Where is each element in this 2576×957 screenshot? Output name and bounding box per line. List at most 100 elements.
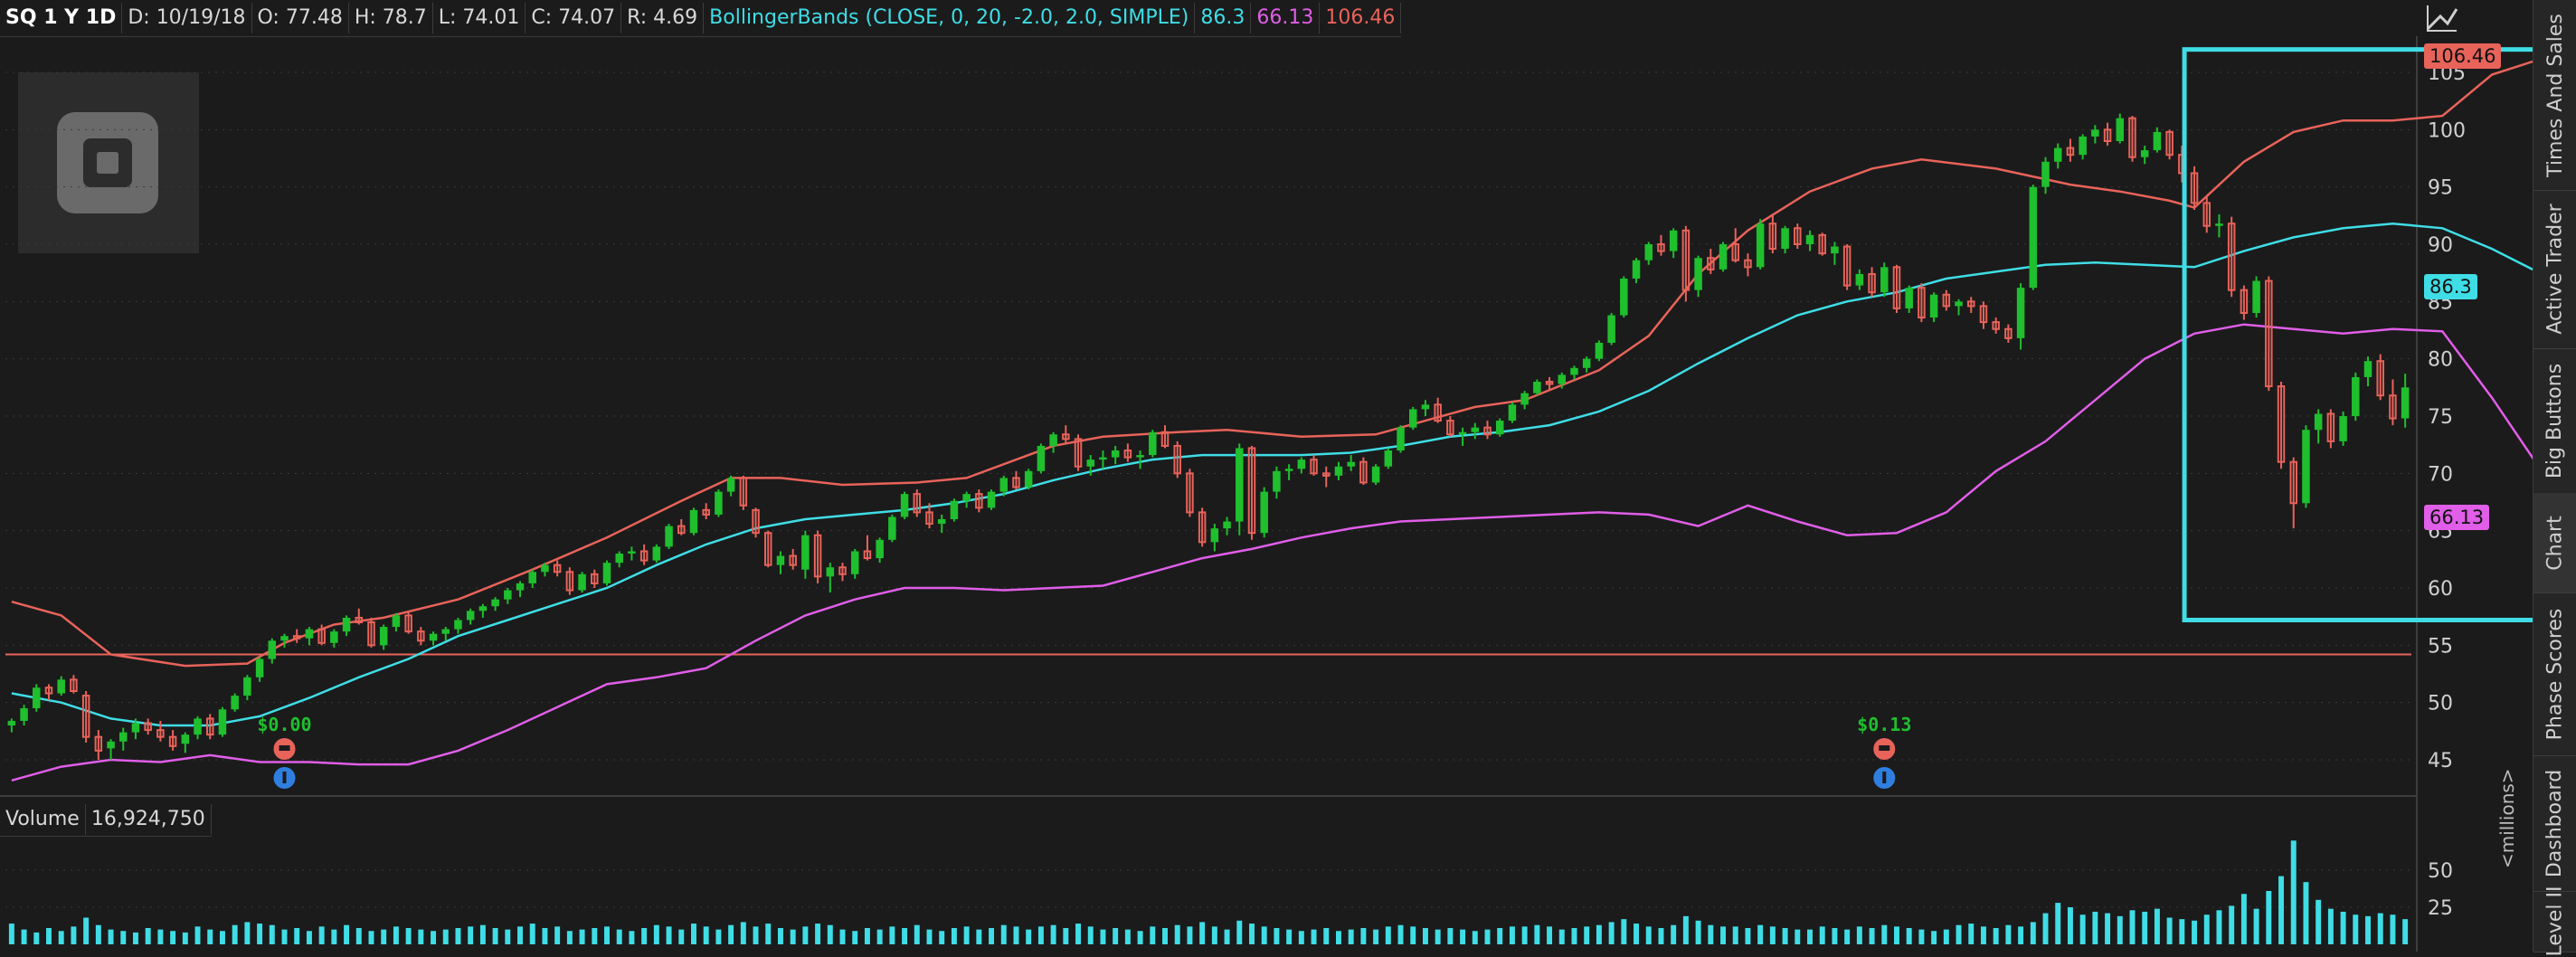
volume-bar [1906,927,1912,944]
volume-bar [219,931,225,944]
volume-bar [1671,924,1677,944]
candle-body [491,599,499,607]
study-label[interactable]: BollingerBands (CLOSE, 0, 20, -2.0, 2.0,… [704,3,1196,33]
candle-body [478,606,488,611]
candle-body [2066,147,2075,156]
tab-phase-scores[interactable]: Phase Scores [2533,592,2576,756]
volume-bar [666,926,672,944]
candle-body [94,735,103,752]
volume-bar [876,929,883,944]
chart-header: SQ 1 Y 1D D: 10/19/18 O: 77.48 H: 78.7 L… [0,0,1402,37]
price-tick-label: 70 [2428,463,2453,486]
volume-bar [1856,926,1862,944]
candle-body [144,722,152,732]
candle-body [1260,491,1268,534]
candle-body [639,550,649,562]
volume-bar [1807,929,1813,944]
candle-body [330,631,338,643]
candle-body [813,534,822,578]
volume-bar [678,929,685,944]
volume-bar [641,927,648,944]
candle-body [565,571,574,592]
volume-bar [926,929,933,944]
volume-bar [1695,920,1701,944]
candle-body [205,717,214,736]
candle-body [2165,130,2174,156]
volume-bar [2117,915,2123,944]
high-readout: H: 78.7 [349,3,433,33]
candle-body [2128,117,2136,158]
candle-body [1842,245,1852,287]
candle-body [2140,150,2149,157]
volume-bar [1063,927,1069,944]
dividend-icon-glyph [1882,772,1887,783]
candle-body [1223,521,1231,529]
tab-level-ii[interactable]: Level II [2533,886,2576,957]
candle-body [379,627,388,646]
tab-chart[interactable]: Chart [2533,493,2576,593]
volume-bar [889,926,895,944]
volume-header: Volume 16,924,750 [0,803,212,837]
candle-body [131,723,140,733]
candle-body [677,525,686,535]
candle-body [950,500,959,519]
candle-body [1024,470,1033,488]
candle-body [1297,460,1306,469]
volume-bar [33,932,40,944]
volume-bar [715,929,722,944]
price-tick-label: 100 [2428,119,2466,142]
volume-bar [2105,913,2111,944]
volume-bar [1980,926,1986,944]
symbol-label[interactable]: SQ 1 Y 1D [0,3,123,33]
volume-bar [2390,914,2396,944]
volume-tick-label: 25 [2428,897,2453,920]
candle-body [1173,444,1181,475]
volume-bar [1435,929,1441,944]
candle-body [2376,360,2384,397]
candle-body [652,546,661,561]
candle-body [925,511,933,526]
candle-body [2363,361,2372,377]
volume-bar [2290,840,2297,944]
candle-body [20,708,28,721]
highlight-box [2182,47,2533,622]
volume-bar [2327,908,2334,944]
candle-body [2277,385,2286,463]
volume-bar [1298,931,1304,944]
candle-body [1644,244,1653,261]
candle-body [2352,376,2360,416]
expand-chart-icon[interactable] [2424,2,2460,34]
tab-active-trader[interactable]: Active Trader [2533,190,2576,349]
volume-bar [1050,924,1056,944]
volume-bar [1547,926,1553,944]
candle-body [578,573,586,591]
mid-band-line [11,222,2533,727]
tab-label: Dashboard [2543,769,2567,877]
candle-body [900,494,909,517]
volume-bar [2340,911,2346,944]
date-readout: D: 10/19/18 [122,3,252,33]
candle-body [255,659,264,677]
volume-bar [815,924,821,944]
candle-body [913,493,922,514]
candle-body [2227,223,2236,291]
tab-dashboard[interactable]: Dashboard [2533,755,2576,892]
volume-bar [691,924,696,944]
volume-bar [1410,926,1416,944]
candle-body [1545,381,1554,385]
volume-bar [1497,927,1503,944]
tab-big-buttons[interactable]: Big Buttons [2533,348,2576,494]
candle-body [1062,433,1070,441]
candle-body [1892,266,1901,309]
volume-label: Volume [0,804,86,835]
tab-times-and-sales[interactable]: Times And Sales [2533,0,2576,191]
volume-bar [2402,919,2409,944]
volume-bar [1682,915,1689,944]
volume-bar [1596,924,1602,944]
volume-bar [1026,929,1032,944]
volume-bar [753,926,759,944]
volume-bar [1261,926,1267,944]
candle-body [1247,447,1256,535]
volume-bar [1757,924,1764,944]
